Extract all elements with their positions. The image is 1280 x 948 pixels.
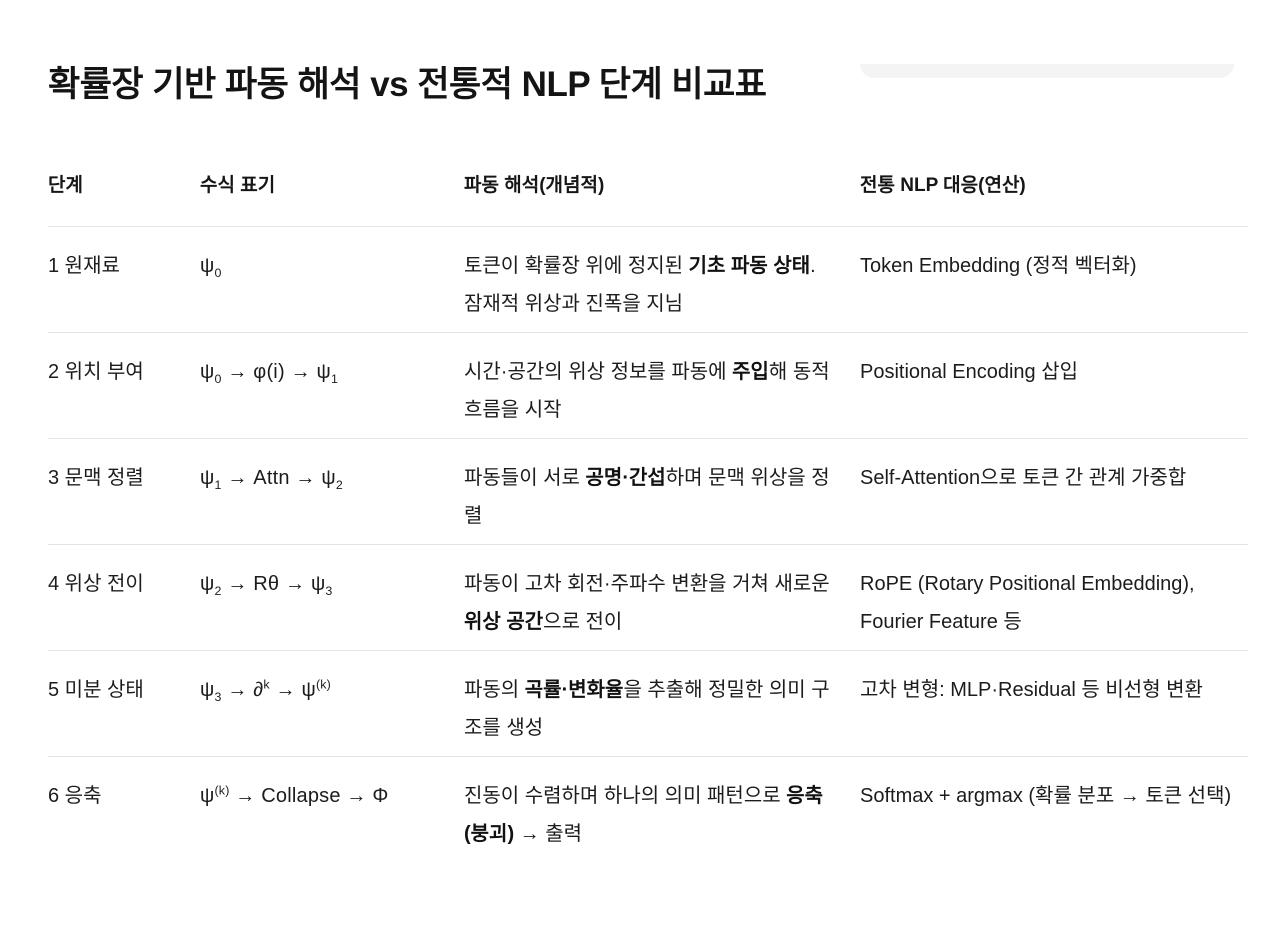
stage-cell: 4 위상 전이: [48, 573, 144, 595]
wave-cell: 시간·공간의 위상 정보를 파동에 주입해 동적 흐름을 시작: [464, 361, 830, 421]
comparison-table: 단계 수식 표기 파동 해석(개념적) 전통 NLP 대응(연산) 1 원재료 …: [48, 162, 1248, 862]
nlp-cell: Softmax + argmax (확률 분포 → 토큰 선택): [860, 785, 1232, 807]
wave-cell: 파동들이 서로 공명·간섭하며 문맥 위상을 정렬: [464, 467, 830, 527]
table-header-row: 단계 수식 표기 파동 해석(개념적) 전통 NLP 대응(연산): [48, 162, 1248, 227]
stage-cell: 3 문맥 정렬: [48, 467, 144, 489]
formula-cell: ψ(k) → Collapse → Φ: [200, 783, 389, 807]
table-row: 5 미분 상태 ψ3 → ∂k → ψ(k) 파동의 곡률·변화율을 추출해 정…: [48, 651, 1248, 757]
column-header-wave: 파동 해석(개념적): [464, 175, 605, 196]
stage-cell: 2 위치 부여: [48, 361, 144, 383]
nlp-cell: Token Embedding (정적 벡터화): [860, 255, 1137, 277]
formula-cell: ψ0: [200, 255, 222, 280]
stage-cell: 6 응축: [48, 785, 102, 807]
formula-cell: ψ0 → φ(i) → ψ1: [200, 361, 339, 386]
column-header-nlp: 전통 NLP 대응(연산): [860, 175, 1026, 196]
formula-cell: ψ3 → ∂k → ψ(k): [200, 677, 331, 704]
stage-cell: 5 미분 상태: [48, 679, 144, 701]
column-header-stage: 단계: [48, 175, 83, 196]
nlp-cell: 고차 변형: MLP·Residual 등 비선형 변환: [860, 679, 1203, 701]
table-row: 6 응축 ψ(k) → Collapse → Φ 진동이 수렴하며 하나의 의미…: [48, 757, 1248, 862]
nlp-cell: Positional Encoding 삽입: [860, 361, 1079, 383]
column-header-formula: 수식 표기: [200, 175, 276, 196]
nlp-cell: Self-Attention으로 토큰 간 관계 가중합: [860, 467, 1187, 489]
page-title: 확률장 기반 파동 해석 vs 전통적 NLP 단계 비교표: [48, 65, 767, 104]
nlp-cell: RoPE (Rotary Positional Embedding), Four…: [860, 573, 1195, 633]
floating-panel-remnant: [860, 64, 1234, 78]
wave-cell: 파동의 곡률·변화율을 추출해 정밀한 의미 구조를 생성: [464, 679, 830, 739]
formula-cell: ψ2 → Rθ → ψ3: [200, 573, 333, 598]
formula-cell: ψ1 → Attn → ψ2: [200, 467, 343, 492]
table-row: 4 위상 전이 ψ2 → Rθ → ψ3 파동이 고차 회전·주파수 변환을 거…: [48, 545, 1248, 651]
table-row: 3 문맥 정렬 ψ1 → Attn → ψ2 파동들이 서로 공명·간섭하며 문…: [48, 439, 1248, 545]
table-row: 2 위치 부여 ψ0 → φ(i) → ψ1 시간·공간의 위상 정보를 파동에…: [48, 333, 1248, 439]
wave-cell: 토큰이 확률장 위에 정지된 기초 파동 상태. 잠재적 위상과 진폭을 지님: [464, 255, 816, 315]
wave-cell: 진동이 수렴하며 하나의 의미 패턴으로 응축(붕괴) → 출력: [464, 785, 823, 845]
stage-cell: 1 원재료: [48, 255, 120, 277]
wave-cell: 파동이 고차 회전·주파수 변환을 거쳐 새로운 위상 공간으로 전이: [464, 573, 830, 633]
table-row: 1 원재료 ψ0 토큰이 확률장 위에 정지된 기초 파동 상태. 잠재적 위상…: [48, 227, 1248, 333]
